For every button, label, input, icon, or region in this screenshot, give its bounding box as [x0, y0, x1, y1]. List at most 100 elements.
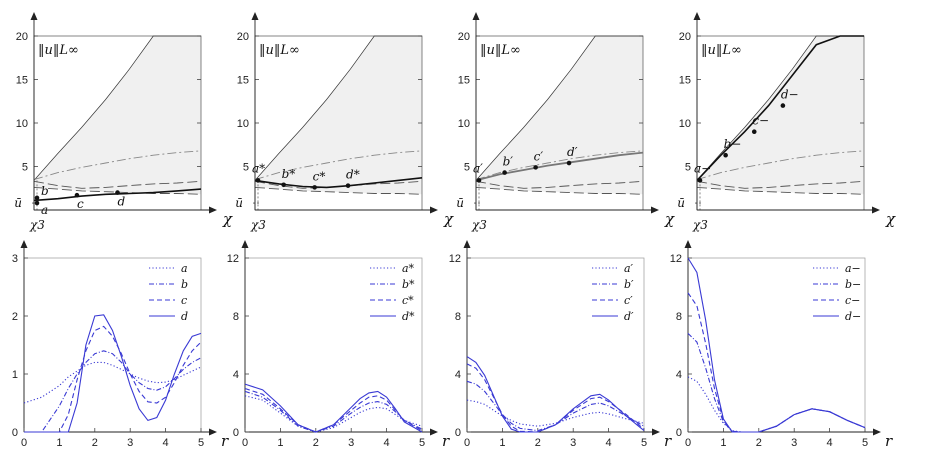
legend-label-b: b [181, 278, 188, 291]
plot-frame [687, 257, 866, 433]
legend-label-a*: a* [402, 262, 415, 275]
x-axis-label: χ [885, 210, 896, 228]
point-d [115, 190, 120, 195]
point-label-b−: b− [724, 137, 742, 151]
x-tick-label: 4 [384, 437, 390, 449]
x-arrowhead [209, 428, 217, 436]
x-tick-label: 2 [313, 437, 319, 449]
point-a− [697, 178, 703, 183]
x-axis-label: χ [664, 210, 675, 228]
norm-title: ‖u‖L∞ [38, 43, 79, 58]
y-tick-label: 8 [233, 311, 239, 323]
x-tick-label: 4 [606, 437, 612, 449]
y-tick-label: 12 [227, 253, 239, 265]
norm-title: ‖u‖L∞ [480, 43, 521, 58]
legend-label-a′: a′ [624, 262, 634, 275]
y-tick-label: 10 [16, 118, 28, 130]
x-tick-label: 0 [21, 437, 27, 449]
point-label-d*: d* [346, 168, 360, 182]
x-tick-label: 4 [827, 437, 833, 449]
y-tick-label: 15 [458, 75, 470, 87]
point-d* [345, 183, 351, 188]
point-a′ [476, 178, 482, 183]
y-arrowhead [241, 240, 249, 248]
y-tick-label: 2 [12, 311, 18, 323]
legend-label-c*: c* [402, 294, 414, 307]
x-tick-label: 2 [535, 437, 541, 449]
point-d′ [566, 160, 572, 166]
point-b− [723, 152, 728, 158]
x-arrowhead [430, 428, 438, 436]
legend-label-b*: b* [402, 278, 415, 291]
y-tick-label: 5 [464, 162, 470, 174]
ubar-label: ū [235, 196, 243, 210]
point-label-c*: c* [313, 169, 326, 183]
x-tick-label: 1 [56, 437, 62, 449]
y-arrowhead [463, 240, 471, 248]
legend-label-c−: c− [845, 294, 860, 307]
x-tick-label: 0 [464, 437, 470, 449]
x-tick-label: 5 [419, 437, 425, 449]
x-arrowhead [872, 206, 880, 214]
point-b [34, 195, 40, 201]
y-arrowhead [472, 12, 480, 20]
x-axis-label: r [221, 432, 229, 450]
series-line-d* [244, 383, 423, 433]
plot-frame [244, 257, 423, 433]
point-a [34, 200, 40, 206]
norm-title: ‖u‖L∞ [259, 43, 300, 58]
series-line-b [24, 350, 202, 433]
series-line-a [23, 361, 202, 404]
legend-label-b−: b− [845, 278, 861, 291]
x-tick-label: 1 [720, 437, 726, 449]
point-label-d′: d′ [567, 145, 578, 159]
point-label-d: d [118, 195, 126, 209]
y-tick-label: 4 [233, 369, 239, 381]
point-label-a*: a* [252, 161, 265, 175]
y-tick-label: 10 [458, 118, 470, 130]
legend-label-b′: b′ [624, 278, 634, 291]
y-arrowhead [693, 12, 701, 20]
x-axis-label: r [664, 432, 672, 450]
x-arrowhead [209, 206, 217, 214]
series-line-b− [687, 333, 866, 433]
y-tick-label: 20 [458, 31, 470, 43]
x-axis-label: r [442, 432, 450, 450]
x-arrowhead [873, 428, 881, 436]
x-tick-label: 3 [791, 437, 797, 449]
series-line-d [24, 314, 202, 433]
y-tick-label: 15 [16, 75, 28, 87]
y-arrowhead [684, 240, 692, 248]
legend-label-c′: c′ [624, 294, 633, 307]
point-label-c−: c− [752, 114, 769, 128]
y-tick-label: 4 [455, 369, 461, 381]
legend-label-d−: d− [845, 310, 861, 323]
y-tick-label: 12 [449, 253, 461, 265]
x-axis-label: χ [222, 210, 233, 228]
y-tick-label: 1 [12, 369, 18, 381]
y-tick-label: 10 [237, 118, 249, 130]
series-line-a− [687, 376, 866, 433]
y-tick-label: 0 [676, 427, 682, 439]
y-tick-label: 20 [237, 31, 249, 43]
series-line-dash-dot [696, 150, 865, 181]
y-tick-label: 3 [12, 253, 18, 265]
legend-label-d: d [181, 310, 188, 323]
y-tick-label: 15 [679, 75, 691, 87]
series-line-a′ [466, 399, 645, 427]
shaded-region [34, 36, 201, 195]
point-d− [780, 103, 786, 108]
norm-title: ‖u‖L∞ [701, 43, 742, 58]
plot-frame [466, 257, 645, 433]
y-tick-label: 10 [679, 118, 691, 130]
series-line-upper-boundary [254, 35, 422, 181]
shaded-region [697, 36, 864, 195]
x-tick-label: 1 [277, 437, 283, 449]
chi3-label: χ3 [692, 218, 708, 232]
legend-label-c: c [181, 294, 187, 307]
legend-label-d*: d* [402, 310, 415, 323]
point-label-a−: a− [694, 161, 711, 175]
x-tick-label: 5 [862, 437, 868, 449]
y-tick-label: 0 [233, 427, 239, 439]
